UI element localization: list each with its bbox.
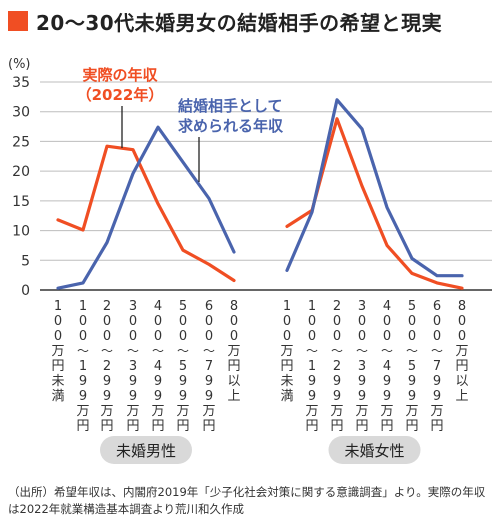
x-tick-label: 2 0 0 〜 2 9 9 万円 bbox=[100, 299, 113, 434]
x-tick-label: 1 0 0 万円未満 bbox=[51, 299, 64, 404]
y-tick-label: 20 bbox=[12, 164, 30, 180]
annotation-actual-line-1: 実際の年収 bbox=[82, 66, 158, 84]
x-tick-label: 6 0 0 〜 7 9 9 万円 bbox=[202, 299, 215, 434]
x-tick-label: 1 0 0 〜 1 9 9 万円 bbox=[76, 299, 89, 434]
title-bar: 20～30代未婚男女の結婚相手の希望と現実 bbox=[8, 6, 442, 36]
x-tick-label: 8 0 0 万円以上 bbox=[227, 299, 240, 404]
title-accent-square bbox=[8, 11, 28, 31]
x-tick-label: 1 0 0 〜 1 9 9 万円 bbox=[305, 299, 318, 434]
series-line-desired-panel-2 bbox=[285, 98, 464, 278]
x-tick-label: 1 0 0 万円未満 bbox=[280, 299, 293, 404]
panel-label-pill-2 bbox=[328, 436, 421, 464]
x-tick-label: 4 0 0 〜 4 9 9 万円 bbox=[151, 299, 164, 434]
source-note-line-2: は2022年就業構造基本調査より荒川和久作成 bbox=[8, 502, 245, 516]
y-tick-label: 10 bbox=[12, 224, 30, 240]
x-tick-label: 3 0 0 〜 3 9 9 万円 bbox=[126, 299, 139, 434]
y-tick-label: 25 bbox=[12, 134, 30, 150]
source-note-line-1: （出所）希望年収は、内閣府2019年「少子化社会対策に関する意識調査」より。実際… bbox=[8, 485, 486, 499]
panel-label: 未婚女性 bbox=[344, 442, 404, 460]
y-tick-label: 35 bbox=[12, 75, 30, 91]
series-line-desired-panel-1 bbox=[56, 125, 236, 290]
y-axis-unit-label: (%) bbox=[8, 57, 31, 72]
annotation-desired-line-1: 結婚相手として bbox=[178, 97, 283, 115]
panel-label: 未婚男性 bbox=[116, 442, 176, 460]
x-tick-label: 4 0 0 〜 4 9 9 万円 bbox=[380, 299, 393, 434]
series-line-actual-panel-1 bbox=[56, 144, 236, 283]
y-tick-label: 0 bbox=[21, 283, 30, 299]
y-tick-label: 15 bbox=[12, 194, 30, 210]
x-tick-label: 5 0 0 〜 5 9 9 万円 bbox=[405, 299, 418, 434]
x-tick-label: 5 0 0 〜 5 9 9 万円 bbox=[176, 299, 189, 434]
source-note: （出所）希望年収は、内閣府2019年「少子化社会対策に関する意識調査」より。実際… bbox=[8, 484, 494, 518]
y-tick-label: 30 bbox=[12, 105, 30, 121]
y-tick-label: 5 bbox=[21, 253, 30, 269]
annotation-desired-line-2: 求められる年収 bbox=[178, 117, 284, 135]
x-tick-label: 8 0 0 万円以上 bbox=[455, 299, 468, 404]
x-tick-label: 3 0 0 〜 3 9 9 万円 bbox=[355, 299, 368, 434]
line-chart: (%) 0 5 10 15 20 25 30 35 1 0 0 万円未満 1 0 0 〜 1 9 9 万円 2 0 0 〜 2 9 9… bbox=[8, 57, 492, 464]
chart-title: 20～30代未婚男女の結婚相手の希望と現実 bbox=[36, 10, 443, 35]
x-tick-label: 2 0 0 〜 2 9 9 万円 bbox=[330, 299, 343, 434]
panel-label-pill-1 bbox=[100, 436, 192, 464]
annotation-actual-line-2: （2022年） bbox=[77, 86, 164, 104]
x-tick-label: 6 0 0 〜 7 9 9 万円 bbox=[430, 299, 443, 434]
